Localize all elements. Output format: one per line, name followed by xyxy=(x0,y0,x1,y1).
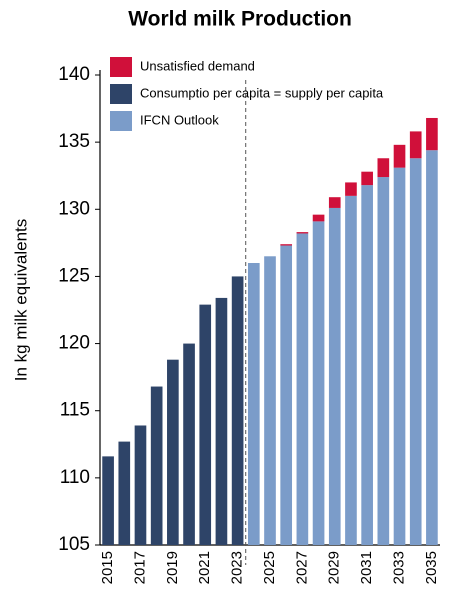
legend-label: Consumptio per capita = supply per capit… xyxy=(140,85,384,100)
bar xyxy=(167,359,179,545)
x-tick-label: 2025 xyxy=(261,551,278,584)
x-tick-label: 2021 xyxy=(196,551,213,584)
legend-label: Unsatisfied demand xyxy=(140,58,255,73)
bar xyxy=(296,232,309,234)
y-tick-label: 135 xyxy=(58,131,90,152)
x-tick-label: 2029 xyxy=(326,551,343,584)
bar xyxy=(102,456,114,545)
bar xyxy=(247,263,260,545)
bar xyxy=(328,197,341,208)
y-tick-label: 115 xyxy=(60,400,90,421)
y-tick-label: 125 xyxy=(58,265,90,286)
x-tick-label: 2035 xyxy=(423,551,440,584)
x-tick-label: 2019 xyxy=(164,551,181,584)
bar xyxy=(296,233,309,545)
bar xyxy=(118,441,131,545)
bar xyxy=(377,177,390,546)
bar xyxy=(409,158,422,545)
x-tick-label: 2027 xyxy=(293,551,310,584)
bar xyxy=(409,131,422,159)
bar xyxy=(199,304,212,545)
chart-title: World milk Production xyxy=(128,8,352,31)
y-tick-label: 130 xyxy=(58,198,90,219)
bar xyxy=(312,214,325,222)
bar xyxy=(150,386,163,545)
y-tick-label: 140 xyxy=(58,64,90,85)
legend-swatch xyxy=(110,57,132,77)
x-tick-label: 2033 xyxy=(390,551,407,584)
bar xyxy=(280,245,293,546)
y-axis-label: In kg milk equivalents xyxy=(11,219,30,382)
x-tick-label: 2017 xyxy=(131,551,148,584)
bar xyxy=(312,221,325,545)
bar xyxy=(393,144,406,168)
bar xyxy=(377,158,390,178)
bar xyxy=(280,244,293,246)
x-tick-label: 2015 xyxy=(99,551,116,584)
x-tick-label: 2031 xyxy=(358,551,375,584)
legend-swatch xyxy=(110,111,132,131)
bar xyxy=(215,297,228,545)
legend-swatch xyxy=(110,84,132,104)
bar xyxy=(361,185,373,545)
bar xyxy=(345,182,357,196)
y-tick-label: 110 xyxy=(60,467,90,488)
x-tick-label: 2023 xyxy=(229,551,246,584)
legend-label: IFCN Outlook xyxy=(140,112,219,127)
y-tick-label: 120 xyxy=(58,333,90,354)
bar xyxy=(426,150,438,545)
bar xyxy=(183,343,195,545)
bar xyxy=(231,276,244,545)
bar xyxy=(345,195,357,545)
bar xyxy=(426,117,438,151)
y-tick-label: 105 xyxy=(58,534,90,555)
bar xyxy=(393,167,406,545)
bar xyxy=(328,207,341,545)
bar xyxy=(134,425,147,545)
bar xyxy=(361,171,373,186)
bar xyxy=(264,256,276,545)
